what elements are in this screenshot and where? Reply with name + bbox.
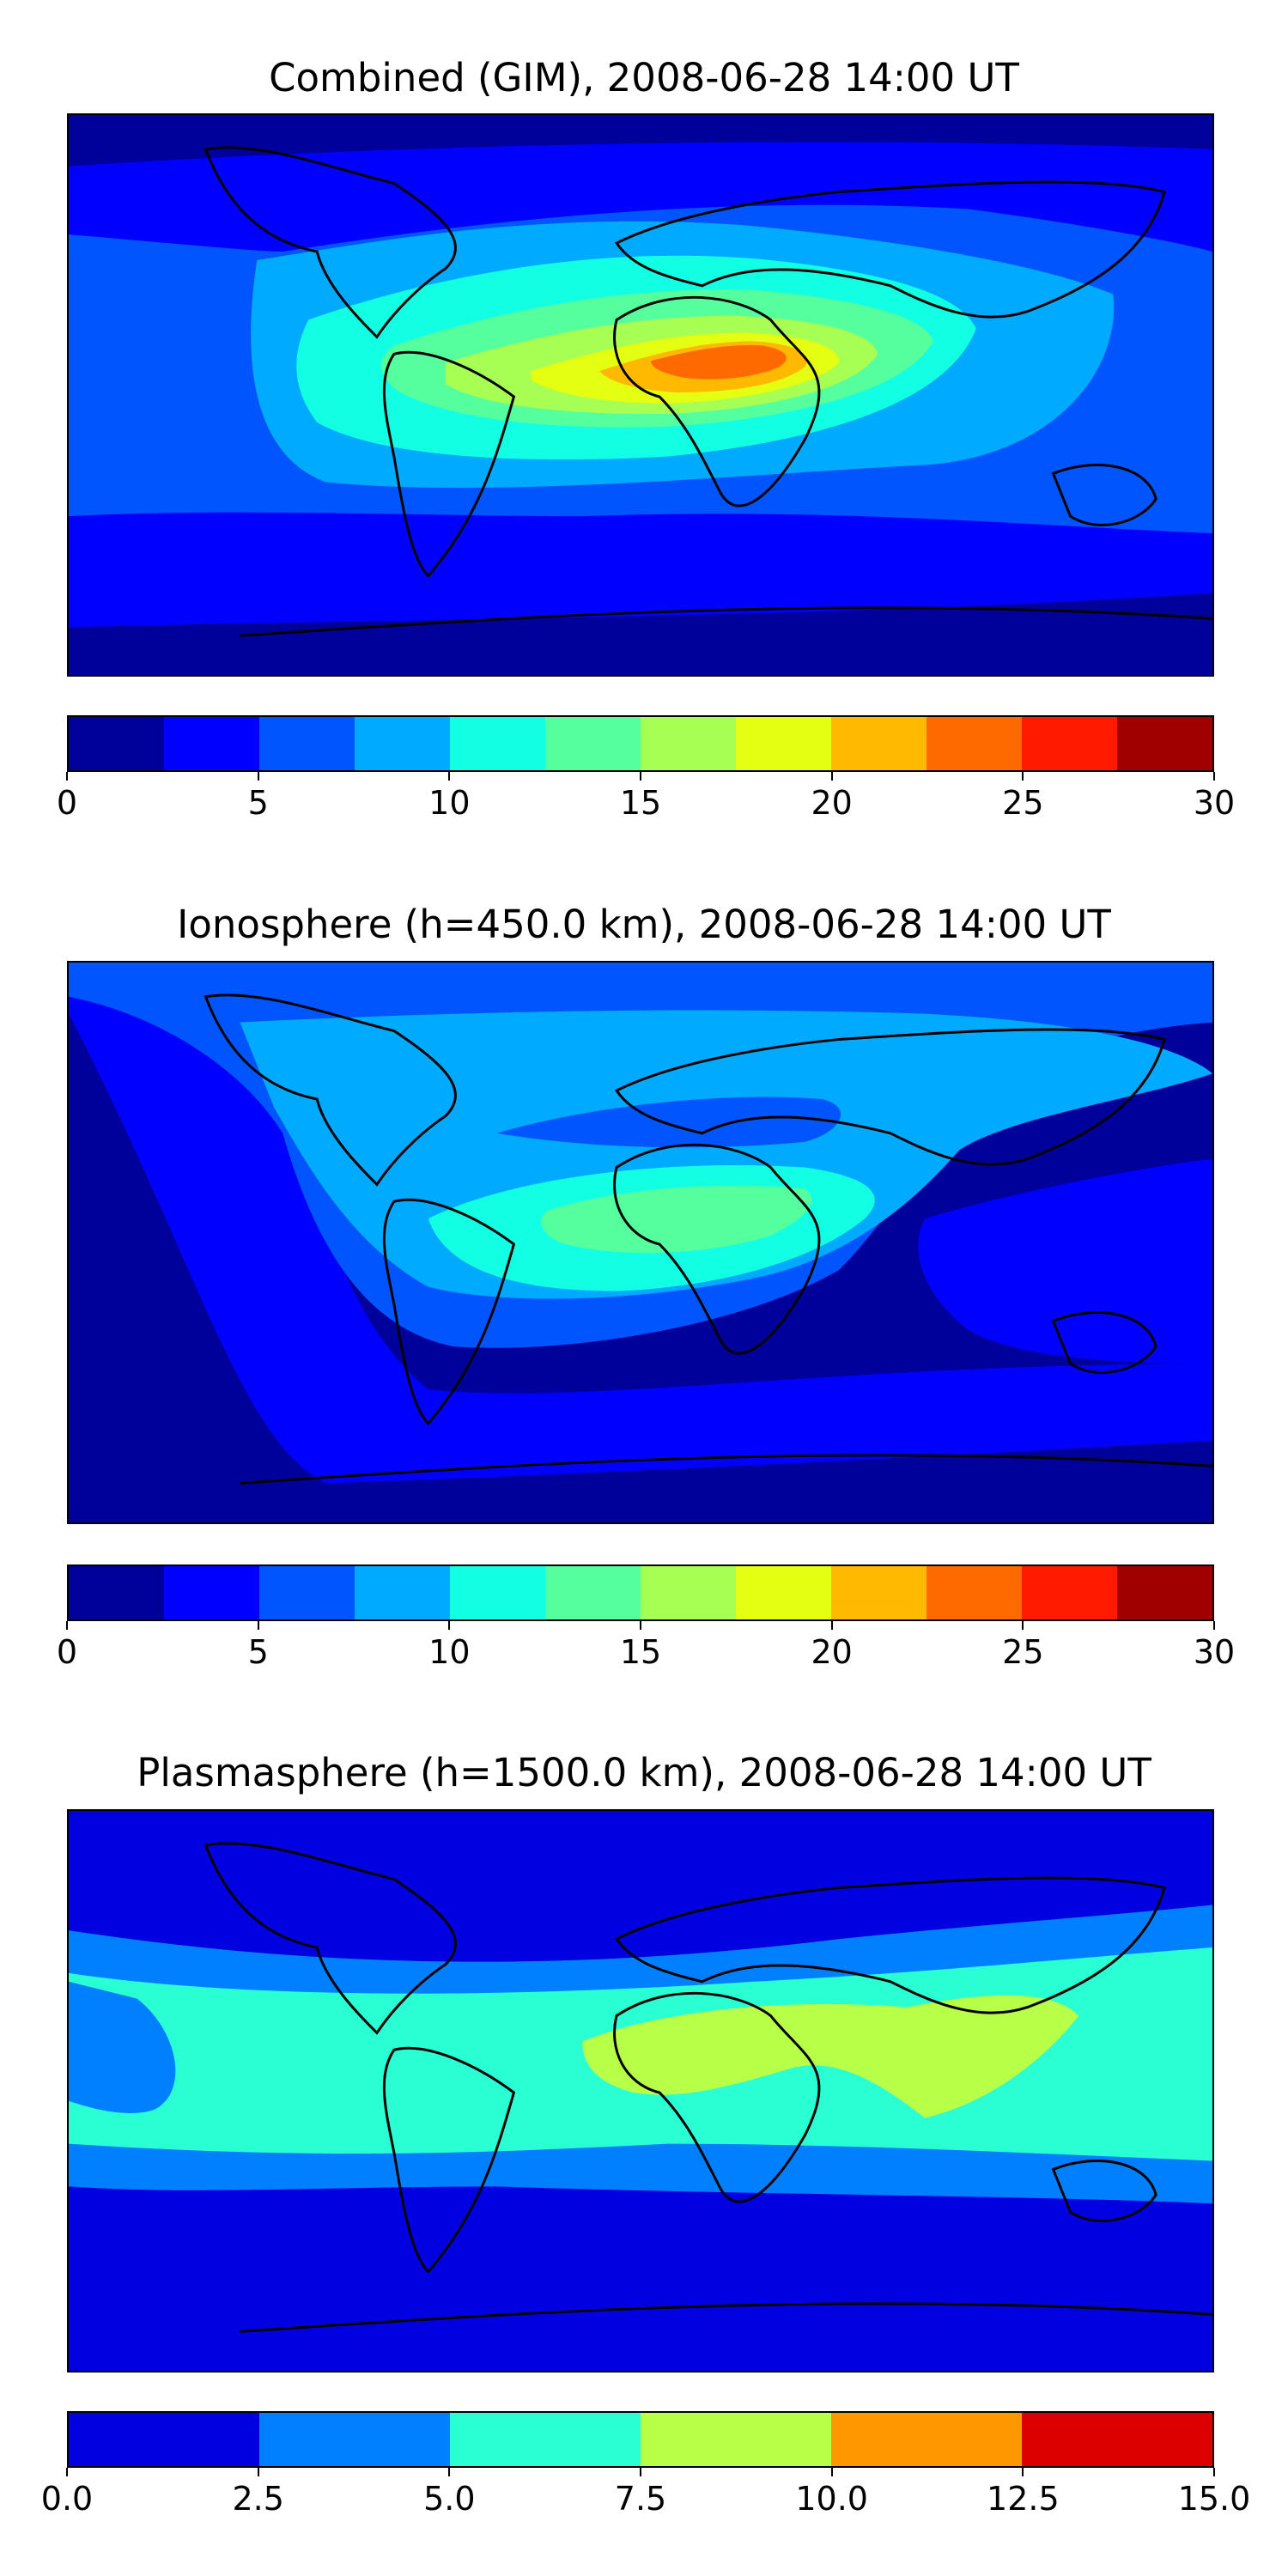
colorbar-segment (1022, 1566, 1117, 1619)
colorbar-segment (69, 1566, 164, 1619)
colorbar-segment (736, 717, 831, 770)
panel-1-colorbar (67, 715, 1214, 772)
colorbar-tick-label: 5 (247, 784, 269, 822)
colorbar-segment (545, 1566, 641, 1619)
colorbar-segment (545, 717, 641, 770)
colorbar-tick-label: 20 (811, 784, 853, 822)
colorbar-tick-label: 0 (56, 1633, 78, 1671)
colorbar-segment (450, 2413, 641, 2466)
colorbar-tick-label: 5.0 (423, 2480, 476, 2518)
colorbar-segment (259, 717, 355, 770)
colorbar-segment (164, 1566, 259, 1619)
tec-band-9 (650, 345, 787, 380)
colorbar-segment (831, 717, 927, 770)
colorbar-segment (831, 2413, 1022, 2466)
colorbar-segment (831, 1566, 927, 1619)
panel-2-map (67, 961, 1214, 1524)
colorbar-segment (641, 2413, 831, 2466)
colorbar-tick-label: 20 (811, 1633, 853, 1671)
panel-3-colorbar-ticks: 0.0 2.5 5.0 7.5 10.0 12.5 15.0 (41, 2468, 1250, 2519)
colorbar-segment (1022, 717, 1117, 770)
panel-1-title: Combined (GIM), 2008-06-28 14:00 UT (269, 55, 1019, 100)
colorbar-tick-label: 25 (1002, 1633, 1044, 1671)
colorbar-tick-label: 10 (428, 1633, 471, 1671)
colorbar-segment (1117, 717, 1212, 770)
colorbar-segment (927, 1566, 1022, 1619)
colorbar-tick-label: 15 (619, 784, 662, 822)
tec-band-1 (69, 987, 1212, 1484)
colorbar-segment (641, 1566, 736, 1619)
panel-3-colorbar (67, 2411, 1214, 2468)
coastlines (204, 993, 1212, 1485)
panel-2-title: Ionosphere (h=450.0 km), 2008-06-28 14:0… (177, 902, 1111, 947)
colorbar-segment (164, 717, 259, 770)
colorbar-tick-label: 0 (56, 784, 78, 822)
colorbar-segment (641, 717, 736, 770)
colorbar-segment (259, 2413, 450, 2466)
panel-3-title: Plasmasphere (h=1500.0 km), 2008-06-28 1… (137, 1750, 1151, 1795)
tec-band-3b (496, 1097, 841, 1148)
colorbar-tick-label: 12.5 (987, 2480, 1060, 2518)
colorbar-segment (355, 1566, 450, 1619)
coastlines (204, 146, 1212, 637)
colorbar-segment (450, 1566, 545, 1619)
panel-1-map (67, 113, 1214, 677)
panel-2-colorbar (67, 1564, 1214, 1621)
tec-band-1b (918, 1158, 1212, 1364)
panel-3-map (67, 1809, 1214, 2372)
colorbar-segment (259, 1566, 355, 1619)
coastlines (204, 1842, 1212, 2333)
colorbar-segment (355, 717, 450, 770)
colorbar-tick-label: 2.5 (232, 2480, 284, 2518)
colorbar-tick-label: 15.0 (1177, 2480, 1251, 2518)
colorbar-segment (736, 1566, 831, 1619)
colorbar-tick-label: 30 (1193, 1633, 1236, 1671)
colorbar-tick-label: 5 (247, 1633, 269, 1671)
colorbar-tick-label: 30 (1193, 784, 1236, 822)
colorbar-segment (927, 717, 1022, 770)
colorbar-tick-label: 10.0 (795, 2480, 868, 2518)
colorbar-segment (1022, 2413, 1212, 2466)
panel-2-colorbar-ticks: 0 5 10 15 20 25 30 (57, 1621, 1235, 1673)
colorbar-tick-label: 15 (619, 1633, 662, 1671)
colorbar-segment (69, 717, 164, 770)
colorbar-segment (1117, 1566, 1212, 1619)
tec-band-5 (541, 1185, 812, 1254)
tec-band-3 (582, 1995, 1079, 2118)
colorbar-segment (450, 717, 545, 770)
colorbar-segment (69, 2413, 259, 2466)
colorbar-tick-label: 7.5 (614, 2480, 667, 2518)
colorbar-tick-label: 0.0 (40, 2480, 94, 2518)
panel-1-colorbar-ticks: 0 5 10 15 20 25 30 (57, 772, 1235, 823)
colorbar-tick-label: 10 (428, 784, 471, 822)
colorbar-tick-label: 25 (1002, 784, 1044, 822)
tec-band-2b (69, 1981, 176, 2113)
